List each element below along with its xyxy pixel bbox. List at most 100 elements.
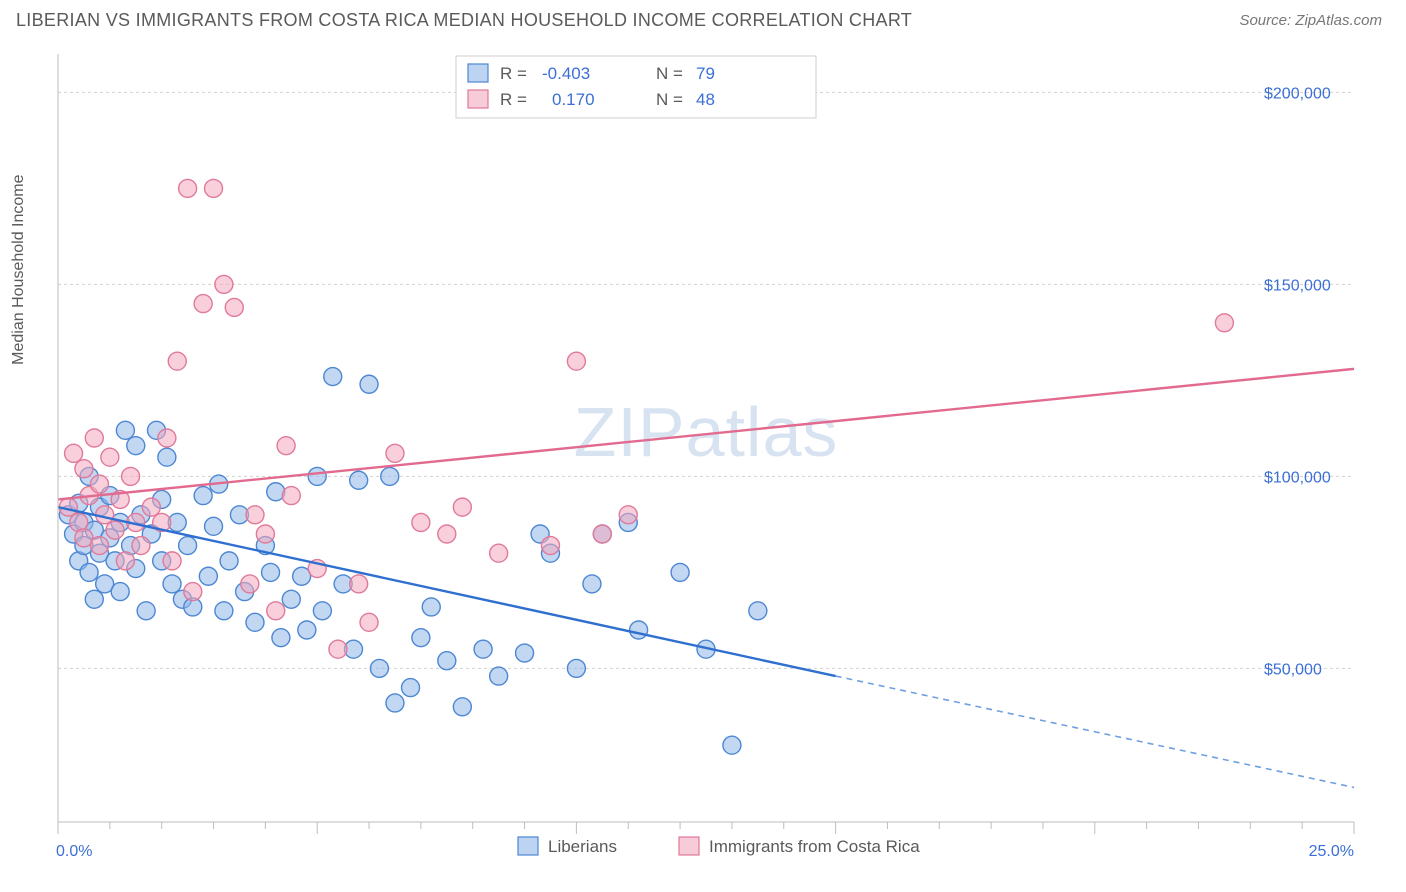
legend-N-blue: 79 — [696, 64, 715, 83]
data-point — [386, 694, 404, 712]
data-point — [474, 640, 492, 658]
data-point — [749, 602, 767, 620]
data-point — [142, 498, 160, 516]
bottom-legend-swatch — [518, 837, 538, 855]
data-point — [65, 444, 83, 462]
data-point — [630, 621, 648, 639]
data-point — [215, 275, 233, 293]
data-point — [619, 506, 637, 524]
data-point — [256, 525, 274, 543]
data-point — [723, 736, 741, 754]
legend-swatch-blue — [468, 64, 488, 82]
data-point — [158, 448, 176, 466]
data-point — [225, 298, 243, 316]
data-point — [85, 590, 103, 608]
data-point — [350, 471, 368, 489]
data-point — [132, 537, 150, 555]
data-point — [370, 659, 388, 677]
data-point — [412, 513, 430, 531]
source-label: Source: ZipAtlas.com — [1239, 12, 1382, 29]
legend-R-label: R = — [500, 64, 527, 83]
data-point — [122, 467, 140, 485]
data-point — [324, 368, 342, 386]
data-point — [282, 590, 300, 608]
data-point — [194, 295, 212, 313]
data-point — [90, 537, 108, 555]
legend-R-blue: -0.403 — [542, 64, 590, 83]
data-point — [567, 659, 585, 677]
bottom-legend-label: Immigrants from Costa Rica — [709, 837, 920, 856]
data-point — [179, 537, 197, 555]
data-point — [350, 575, 368, 593]
data-point — [593, 525, 611, 543]
legend-N-label: N = — [656, 90, 683, 109]
data-point — [111, 583, 129, 601]
legend-N-pink: 48 — [696, 90, 715, 109]
data-point — [184, 583, 202, 601]
data-point — [179, 179, 197, 197]
chart-container: Median Household Income $50,000$100,000$… — [16, 44, 1390, 876]
data-point — [422, 598, 440, 616]
data-point — [329, 640, 347, 658]
legend-R-label: R = — [500, 90, 527, 109]
data-point — [220, 552, 238, 570]
legend-swatch-pink — [468, 90, 488, 108]
data-point — [168, 352, 186, 370]
data-point — [490, 544, 508, 562]
y-axis-label: Median Household Income — [10, 174, 28, 364]
data-point — [282, 487, 300, 505]
data-point — [137, 602, 155, 620]
data-point — [1215, 314, 1233, 332]
y-tick-label: $200,000 — [1264, 85, 1331, 102]
data-point — [567, 352, 585, 370]
data-point — [438, 525, 456, 543]
data-point — [116, 552, 134, 570]
watermark: ZIPatlas — [574, 393, 839, 471]
y-tick-label: $50,000 — [1264, 661, 1322, 678]
legend-N-label: N = — [656, 64, 683, 83]
trendline-blue-extrapolated — [836, 676, 1354, 787]
data-point — [381, 467, 399, 485]
data-point — [194, 487, 212, 505]
data-point — [127, 437, 145, 455]
data-point — [246, 506, 264, 524]
data-point — [199, 567, 217, 585]
bottom-legend-swatch — [679, 837, 699, 855]
data-point — [412, 629, 430, 647]
data-point — [262, 563, 280, 581]
data-point — [490, 667, 508, 685]
data-point — [583, 575, 601, 593]
data-point — [163, 575, 181, 593]
data-point — [386, 444, 404, 462]
data-point — [75, 460, 93, 478]
data-point — [246, 613, 264, 631]
data-point — [438, 652, 456, 670]
data-point — [85, 429, 103, 447]
data-point — [313, 602, 331, 620]
data-point — [360, 375, 378, 393]
data-point — [541, 537, 559, 555]
data-point — [205, 517, 223, 535]
data-point — [101, 448, 119, 466]
legend-R-pink: 0.170 — [552, 90, 595, 109]
scatter-chart: $50,000 $100,000 $150,000 $200,000 ZIPatlas 0… — [16, 44, 1390, 876]
trendline-pink — [58, 369, 1354, 500]
data-point — [272, 629, 290, 647]
data-point — [106, 521, 124, 539]
data-point — [158, 429, 176, 447]
data-point — [205, 179, 223, 197]
data-point — [298, 621, 316, 639]
data-point — [116, 421, 134, 439]
data-point — [516, 644, 534, 662]
data-point — [308, 467, 326, 485]
y-tick-label: $150,000 — [1264, 277, 1331, 294]
data-point — [80, 563, 98, 581]
chart-title: LIBERIAN VS IMMIGRANTS FROM COSTA RICA M… — [16, 10, 912, 31]
data-point — [277, 437, 295, 455]
data-point — [90, 475, 108, 493]
data-point — [453, 698, 471, 716]
x-min-label: 0.0% — [56, 843, 92, 860]
data-point — [360, 613, 378, 631]
y-tick-label: $100,000 — [1264, 469, 1331, 486]
data-point — [163, 552, 181, 570]
